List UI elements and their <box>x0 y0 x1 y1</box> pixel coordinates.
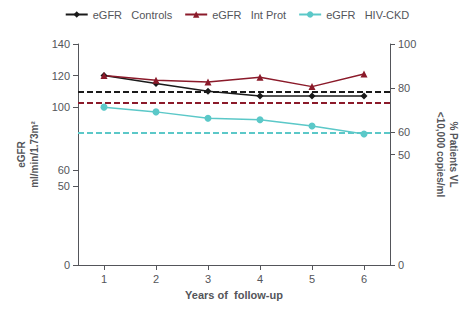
svg-text:eGFR Controls: eGFR Controls <box>93 9 173 21</box>
svg-text:4: 4 <box>257 273 263 285</box>
svg-text:140: 140 <box>52 38 70 50</box>
svg-text:eGFR HIV-CKD: eGFR HIV-CKD <box>326 9 409 21</box>
svg-text:1: 1 <box>101 273 107 285</box>
svg-text:6: 6 <box>361 273 367 285</box>
svg-text:0: 0 <box>398 259 404 271</box>
svg-text:% Patients VL: % Patients VL <box>448 121 459 187</box>
svg-text:3: 3 <box>205 273 211 285</box>
svg-text:50: 50 <box>398 149 410 161</box>
svg-text:5: 5 <box>309 273 315 285</box>
svg-text:ml/min/1.73m²: ml/min/1.73m² <box>29 120 40 187</box>
svg-text:Years of follow-up: Years of follow-up <box>185 289 283 301</box>
svg-text:100: 100 <box>398 38 416 50</box>
svg-text:80: 80 <box>398 82 410 94</box>
svg-text:60: 60 <box>58 164 70 176</box>
svg-text:eGFR: eGFR <box>16 140 27 167</box>
svg-text:60: 60 <box>398 126 410 138</box>
svg-text:50: 50 <box>58 180 70 192</box>
svg-text:<10,000 copies/ml: <10,000 copies/ml <box>435 112 446 198</box>
svg-text:eGFR Int Prot: eGFR Int Prot <box>212 9 286 21</box>
svg-text:100: 100 <box>52 101 70 113</box>
svg-text:120: 120 <box>52 70 70 82</box>
svg-text:0: 0 <box>64 259 70 271</box>
svg-text:2: 2 <box>153 273 159 285</box>
